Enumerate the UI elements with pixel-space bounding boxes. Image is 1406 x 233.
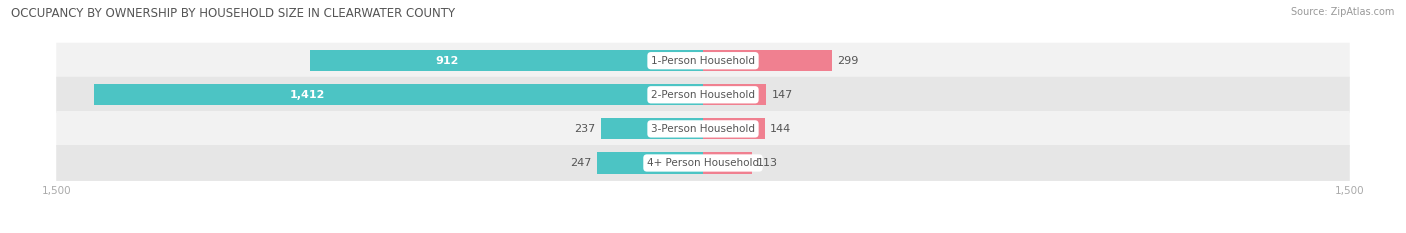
Bar: [94, 84, 703, 105]
Text: 1-Person Household: 1-Person Household: [651, 56, 755, 66]
Text: 2-Person Household: 2-Person Household: [651, 90, 755, 100]
Text: 247: 247: [569, 158, 592, 168]
Bar: [309, 50, 703, 71]
Text: OCCUPANCY BY OWNERSHIP BY HOUSEHOLD SIZE IN CLEARWATER COUNTY: OCCUPANCY BY OWNERSHIP BY HOUSEHOLD SIZE…: [11, 7, 456, 20]
Bar: [703, 118, 765, 140]
Bar: [600, 118, 703, 140]
FancyBboxPatch shape: [56, 111, 1350, 147]
Text: 237: 237: [575, 124, 596, 134]
FancyBboxPatch shape: [56, 145, 1350, 181]
Text: 299: 299: [837, 56, 859, 66]
Bar: [703, 84, 766, 105]
Bar: [703, 50, 832, 71]
FancyBboxPatch shape: [56, 43, 1350, 79]
Text: 113: 113: [756, 158, 778, 168]
Text: 4+ Person Household: 4+ Person Household: [647, 158, 759, 168]
FancyBboxPatch shape: [56, 77, 1350, 113]
Text: 912: 912: [436, 56, 460, 66]
Text: 1,412: 1,412: [290, 90, 325, 100]
Bar: [596, 152, 703, 174]
Text: Source: ZipAtlas.com: Source: ZipAtlas.com: [1291, 7, 1395, 17]
Bar: [703, 152, 752, 174]
Text: 3-Person Household: 3-Person Household: [651, 124, 755, 134]
Text: 147: 147: [772, 90, 793, 100]
Text: 144: 144: [770, 124, 792, 134]
